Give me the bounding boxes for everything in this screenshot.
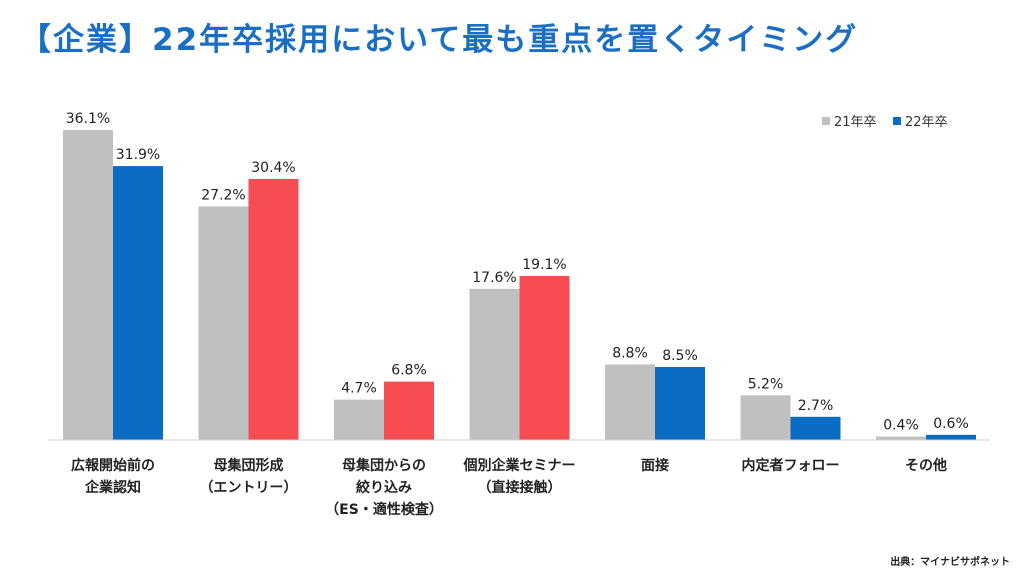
bar-22-6 <box>926 434 976 440</box>
source-note: 出典：マイナビサポネット <box>890 557 1010 568</box>
bar-22-3 <box>519 275 570 440</box>
value-label-22-3: 19.1% <box>522 257 566 273</box>
value-label-21-2: 4.7% <box>341 381 377 397</box>
bar-21-6 <box>876 436 926 440</box>
bar-21-0 <box>63 130 113 440</box>
category-label-1-1: （エントリー） <box>200 480 298 496</box>
category-label-6-0: その他 <box>905 457 947 474</box>
category-label-4-0: 面接 <box>641 457 669 474</box>
category-label-2-2: （ES・適性検査） <box>325 501 443 518</box>
bar-21-2 <box>334 399 384 440</box>
value-label-21-4: 8.8% <box>612 345 648 361</box>
bar-22-1 <box>248 178 299 440</box>
bar-22-4 <box>655 367 705 440</box>
value-labels-layer: 36.1% 31.9% 27.2% 30.4% 4.7% 6.8% 17.6% 19.1% 8.… <box>66 111 969 434</box>
bar-22-5 <box>790 416 841 440</box>
chart-title: 【企業】22年卒採用において最も重点を置くタイミング <box>20 22 859 58</box>
value-label-22-5: 2.7% <box>798 398 834 414</box>
value-label-22-2: 6.8% <box>391 363 427 379</box>
category-label-0-1: 企業認知 <box>84 479 141 496</box>
bar-21-1 <box>198 206 249 440</box>
category-label-1-0: 母集団形成 <box>214 457 284 474</box>
category-label-3-1: （直接接触） <box>478 479 562 496</box>
value-label-22-6: 0.6% <box>933 416 969 432</box>
value-label-21-3: 17.6% <box>472 270 516 286</box>
value-label-21-6: 0.4% <box>883 418 919 434</box>
legend: 21年卒 22年卒 <box>822 115 948 130</box>
value-label-21-1: 27.2% <box>201 187 245 203</box>
bar-21-3 <box>469 288 520 440</box>
bar-21-5 <box>740 395 791 440</box>
value-label-22-4: 8.5% <box>662 348 698 364</box>
legend-swatch-1 <box>893 117 901 125</box>
bar-21-4 <box>605 364 655 440</box>
value-label-22-1: 30.4% <box>251 160 295 176</box>
category-label-0-0: 広報開始前の <box>71 457 155 474</box>
value-label-21-0: 36.1% <box>66 111 110 127</box>
legend-label-0: 21年卒 <box>834 115 877 130</box>
bars-layer <box>63 130 976 441</box>
value-label-22-0: 31.9% <box>116 147 160 163</box>
category-label-3-0: 個別企業セミナー <box>463 457 576 474</box>
bar-22-0 <box>113 166 163 441</box>
bar-22-2 <box>384 381 434 440</box>
legend-label-1: 22年卒 <box>905 115 948 130</box>
category-label-5-0: 内定者フォロー <box>742 457 840 474</box>
category-label-2-0: 母集団からの <box>342 457 426 474</box>
category-label-2-1: 絞り込み <box>356 479 412 496</box>
legend-swatch-0 <box>822 117 830 125</box>
value-label-21-5: 5.2% <box>748 376 784 392</box>
